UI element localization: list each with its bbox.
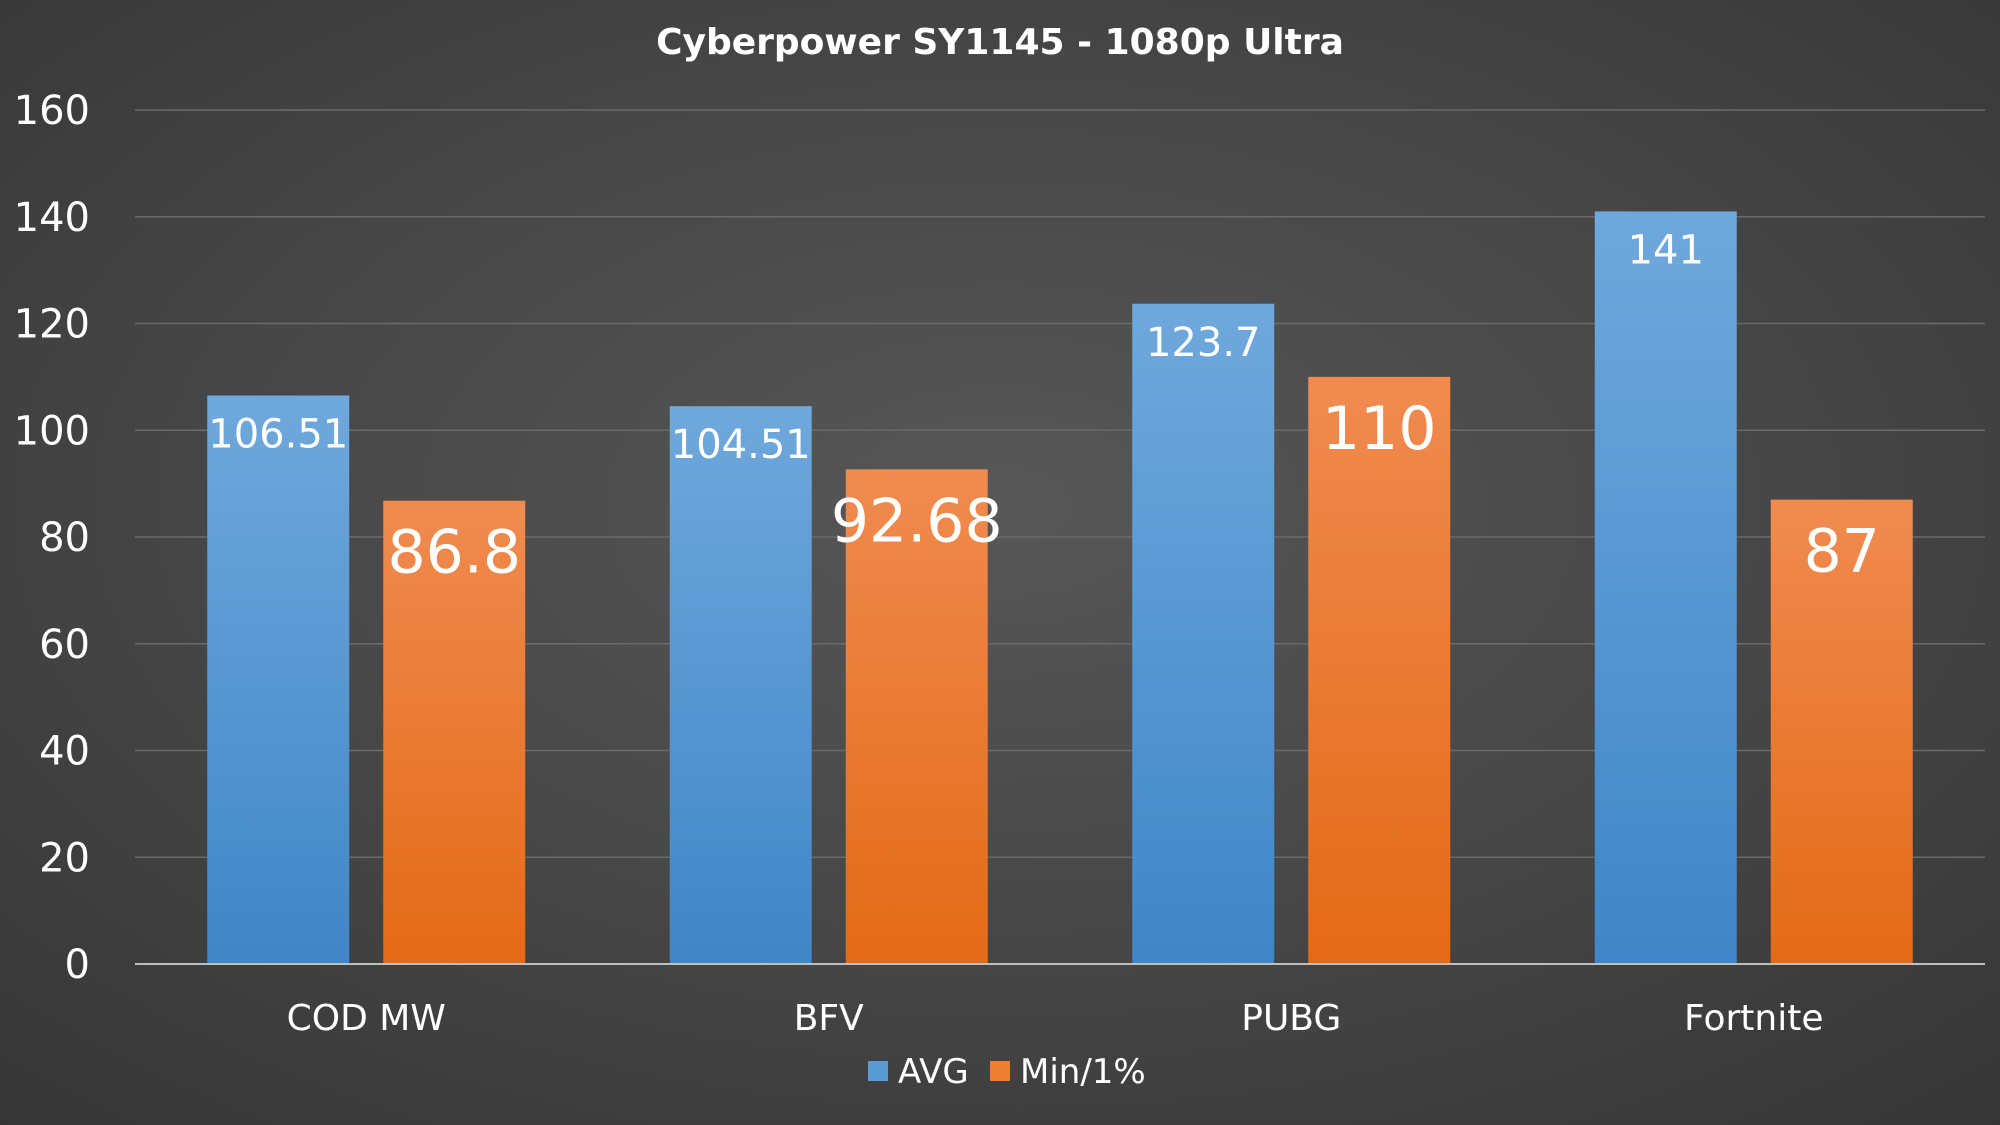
bar-avg-cod-mw bbox=[207, 395, 350, 964]
bar-avg-bfv bbox=[669, 406, 812, 965]
y-tick-label: 80 bbox=[39, 515, 90, 561]
chart-title: Cyberpower SY1145 - 1080p Ultra bbox=[656, 22, 1344, 63]
legend-label: Min/1% bbox=[1020, 1052, 1146, 1092]
y-tick-label: 140 bbox=[14, 195, 90, 241]
y-axis-ticks: 0 20 40 60 80 100 120 140 160 bbox=[14, 88, 90, 988]
y-tick-label: 0 bbox=[65, 942, 90, 988]
x-tick-label: PUBG bbox=[1241, 998, 1341, 1039]
y-tick-label: 100 bbox=[14, 408, 90, 454]
bar-min-cod-mw bbox=[383, 500, 526, 964]
y-tick-label: 160 bbox=[14, 88, 90, 134]
x-tick-label: COD MW bbox=[287, 998, 446, 1039]
bar-min-pubg bbox=[1308, 376, 1451, 964]
legend-swatch-avg bbox=[868, 1061, 888, 1081]
bars bbox=[207, 211, 1913, 965]
data-label: 86.8 bbox=[387, 518, 521, 588]
x-tick-label: BFV bbox=[794, 998, 864, 1039]
data-label: 92.68 bbox=[831, 486, 1003, 556]
data-label: 87 bbox=[1804, 517, 1880, 587]
data-label: 110 bbox=[1322, 394, 1437, 464]
legend-label: AVG bbox=[898, 1052, 969, 1092]
bar-avg-fortnite bbox=[1594, 211, 1737, 965]
y-tick-label: 120 bbox=[14, 302, 90, 348]
y-tick-label: 40 bbox=[39, 729, 90, 775]
bar-avg-pubg bbox=[1132, 303, 1275, 965]
data-label: 141 bbox=[1628, 227, 1704, 273]
data-label: 123.7 bbox=[1146, 320, 1261, 366]
y-tick-label: 60 bbox=[39, 622, 90, 668]
legend: AVG Min/1% bbox=[868, 1052, 1146, 1092]
data-label: 106.51 bbox=[208, 412, 348, 458]
data-label: 104.51 bbox=[671, 422, 811, 468]
data-labels: 106.51 86.8 104.51 92.68 123.7 110 141 87 bbox=[208, 227, 1880, 587]
x-tick-label: Fortnite bbox=[1684, 998, 1823, 1039]
bar-min-fortnite bbox=[1770, 499, 1913, 964]
bar-min-bfv bbox=[845, 469, 988, 964]
legend-swatch-min bbox=[990, 1061, 1010, 1081]
y-tick-label: 20 bbox=[39, 835, 90, 881]
x-axis-ticks: COD MW BFV PUBG Fortnite bbox=[287, 998, 1824, 1039]
